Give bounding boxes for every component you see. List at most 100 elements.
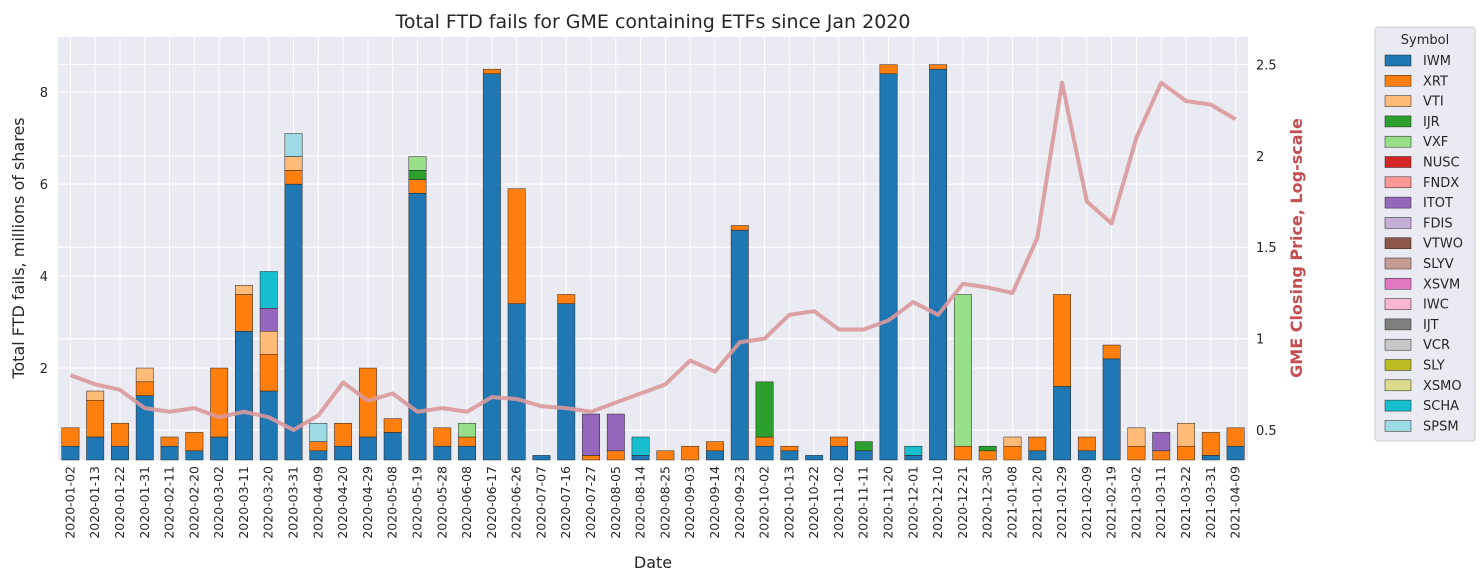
legend-swatch (1384, 318, 1412, 331)
x-tick-label: 2021-01-29 (1054, 466, 1069, 539)
x-tick-label: 2020-03-02 (211, 466, 226, 539)
bar (284, 156, 303, 171)
bar (86, 436, 105, 461)
legend-label: SCHA (1423, 399, 1459, 414)
legend-label: XRT (1423, 74, 1448, 89)
bar (482, 68, 501, 75)
bar (86, 390, 105, 401)
bar (606, 450, 625, 461)
y2-tick-label: 0.5 (1256, 424, 1277, 439)
bar (953, 294, 972, 447)
legend-swatch (1384, 420, 1412, 432)
bar (383, 432, 402, 461)
x-tick-label: 2020-02-11 (162, 466, 177, 539)
x-tick-label: 2020-08-25 (657, 466, 672, 539)
bar (61, 445, 80, 461)
x-tick-label: 2020-11-20 (881, 466, 896, 539)
bar (780, 450, 799, 461)
bar (532, 455, 551, 461)
legend-label: VXF (1423, 135, 1448, 150)
x-tick-label: 2020-03-20 (261, 466, 276, 539)
bar (210, 436, 229, 461)
legend-swatch (1384, 54, 1412, 67)
x-tick-label: 2020-07-27 (583, 466, 598, 539)
bar (135, 381, 154, 396)
x-tick-label: 2020-04-20 (335, 466, 350, 539)
x-tick-label: 2020-02-20 (186, 466, 201, 539)
x-tick-label: 2020-08-05 (608, 466, 623, 539)
bar (458, 422, 476, 438)
bar (557, 294, 576, 304)
x-tick-label: 2021-04-09 (1228, 466, 1243, 539)
bar (1003, 445, 1022, 461)
x-tick-label: 2020-05-19 (409, 466, 424, 539)
bar (86, 399, 105, 438)
x-tick-label: 2020-06-08 (459, 466, 474, 539)
x-tick-label: 2020-01-31 (137, 466, 152, 539)
bar (755, 436, 774, 447)
price-line (69, 80, 1237, 433)
x-tick-label: 2021-03-02 (1128, 466, 1143, 539)
legend-swatch (1384, 156, 1412, 168)
x-tick-label: 2020-11-11 (856, 466, 871, 539)
bar (334, 422, 353, 447)
x-tick-label: 2020-07-07 (533, 466, 548, 539)
legend-label: IWC (1423, 298, 1449, 313)
x-tick-label: 2020-09-03 (682, 466, 697, 539)
bar (185, 432, 204, 452)
bar (656, 450, 675, 461)
bar (259, 390, 278, 461)
x-tick-label: 2021-01-20 (1029, 466, 1044, 539)
bar (111, 445, 129, 461)
x-tick-label: 2020-05-08 (385, 466, 400, 539)
bar (1028, 450, 1047, 461)
bar (160, 436, 179, 447)
bar (259, 331, 278, 355)
legend-title: Symbol (1401, 33, 1449, 48)
x-tick-label: 2020-10-13 (781, 466, 796, 539)
bar (953, 445, 972, 461)
bar (1201, 432, 1220, 456)
bar (235, 331, 253, 461)
y2-tick-label: 2 (1256, 150, 1264, 165)
bar (755, 381, 774, 438)
legend-label: FDIS (1423, 216, 1453, 231)
bar (408, 156, 427, 171)
bar (358, 436, 377, 461)
x-tick-label: 2020-08-14 (633, 466, 648, 539)
x-tick-label: 2020-12-30 (980, 466, 995, 539)
x-tick-label: 2021-03-22 (1178, 466, 1193, 539)
x-tick-label: 2020-12-10 (930, 466, 945, 539)
bar (210, 367, 229, 438)
x-tick-label: 2021-02-19 (1104, 466, 1119, 539)
bar (582, 413, 600, 456)
x-tick-label: 2020-01-02 (62, 466, 77, 539)
bar (259, 308, 278, 332)
bar (706, 441, 724, 452)
legend-swatch (1384, 196, 1412, 209)
bar (61, 427, 80, 447)
bar (978, 450, 997, 461)
bar (433, 445, 452, 461)
legend-label: SLY (1423, 359, 1445, 374)
bar (805, 455, 824, 461)
legend-label: ITOT (1423, 196, 1453, 211)
legend-label: FNDX (1423, 176, 1459, 191)
x-tick-label: 2020-05-28 (434, 466, 449, 539)
bar (259, 354, 278, 392)
legend-label: SPSM (1423, 419, 1459, 434)
legend-swatch (1384, 115, 1412, 128)
x-tick-label: 2021-02-09 (1079, 466, 1094, 539)
bar (1077, 436, 1096, 452)
bar (408, 179, 427, 194)
legend-label: IJT (1423, 318, 1439, 333)
x-tick-label: 2021-03-11 (1153, 466, 1168, 539)
x-tick-label: 2020-04-29 (360, 466, 375, 539)
y-tick-label: 4 (40, 270, 48, 285)
y-tick-label: 8 (40, 86, 48, 101)
bar (1053, 386, 1071, 461)
x-tick-label: 2021-01-08 (1004, 466, 1019, 539)
bar (1177, 422, 1195, 447)
bar (1053, 294, 1071, 387)
